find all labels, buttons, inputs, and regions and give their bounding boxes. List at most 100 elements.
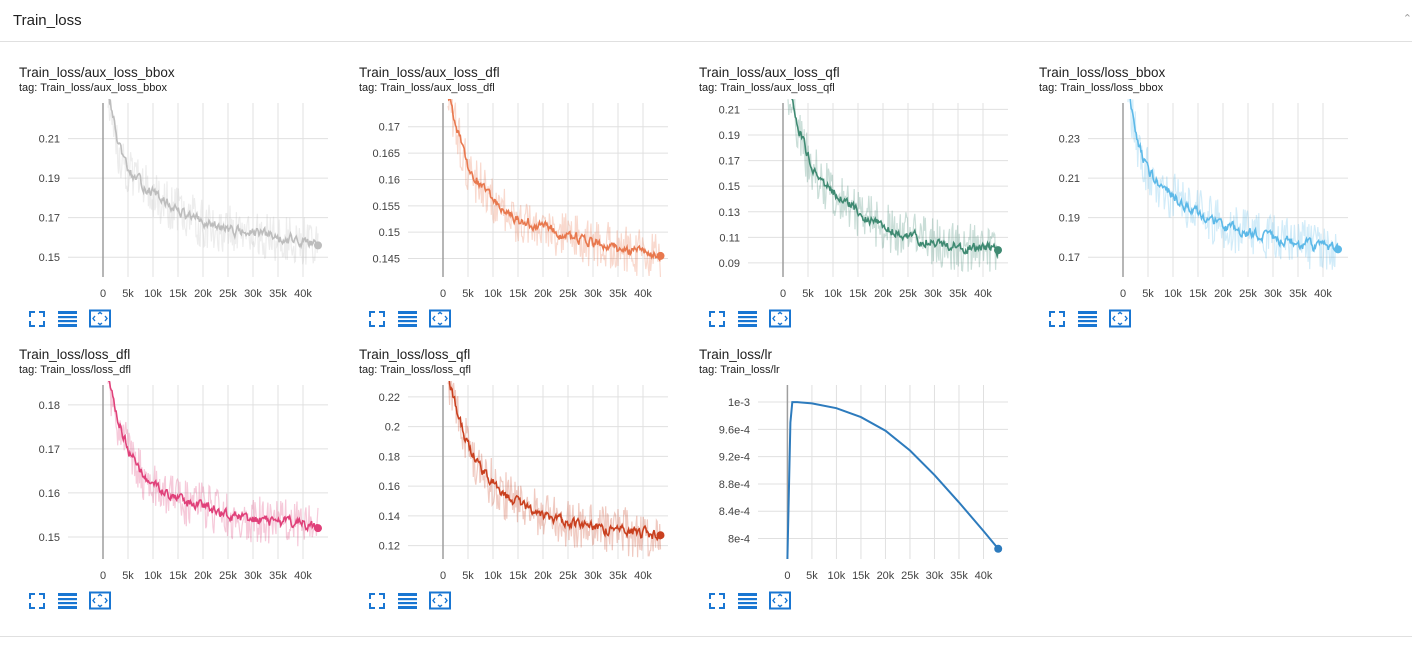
raw-series-line (1127, 99, 1339, 270)
line-plot[interactable]: 0 5k 10k 15k 20k 25k 30k 35k 40k 0.15 0.17 0.19 0.21 (0, 92, 340, 307)
x-tick-label: 25k (1239, 288, 1257, 300)
y-tick-label: 0.15 (719, 181, 740, 193)
fit-domain-icon[interactable] (1108, 308, 1132, 330)
x-tick-label: 15k (1189, 288, 1207, 300)
x-tick-label: 20k (534, 570, 552, 582)
y-tick-label: 0.12 (379, 541, 400, 553)
y-tick-label: 8.8e-4 (719, 479, 750, 491)
x-tick-label: 0 (1120, 288, 1126, 300)
line-plot[interactable]: 0 5k 10k 15k 20k 25k 30k 35k 40k 0.12 0.14 0.16 0.18… (340, 374, 680, 589)
x-tick-label: 30k (924, 288, 942, 300)
y-tick-label: 0.21 (39, 134, 60, 146)
fullscreen-icon[interactable] (26, 590, 50, 612)
x-tick-label: 0 (440, 288, 446, 300)
series-line (786, 401, 999, 559)
y-tick-label: 0.21 (719, 104, 740, 116)
y-tick-label: 1e-3 (728, 397, 750, 409)
y-tick-label: 0.145 (372, 254, 400, 266)
x-tick-label: 0 (100, 570, 106, 582)
fullscreen-icon[interactable] (366, 590, 390, 612)
fullscreen-icon[interactable] (1046, 308, 1070, 330)
y-tick-label: 0.17 (719, 156, 740, 168)
chart-title: Train_loss/aux_loss_qfl (699, 65, 840, 80)
chart-title: Train_loss/loss_qfl (359, 347, 471, 362)
line-plot[interactable]: 0 5k 10k 15k 20k 25k 30k 35k 40k 8e-4 8.4e-4 8.8e-4… (680, 374, 1020, 589)
x-tick-label: 5k (806, 570, 818, 582)
x-tick-label: 35k (950, 570, 968, 582)
last-point-marker (656, 251, 665, 260)
fit-domain-icon[interactable] (428, 308, 452, 330)
chart-tag: tag: Train_loss/lr (699, 364, 780, 376)
y-tick-label: 0.21 (1059, 173, 1080, 185)
x-tick-label: 5k (802, 288, 814, 300)
y-tick-label: 0.15 (39, 252, 60, 264)
y-tick-label: 0.155 (372, 201, 400, 213)
line-plot[interactable]: 0 5k 10k 15k 20k 25k 30k 35k 40k 0.15 0.16 0.17 0.18 (0, 374, 340, 589)
y-tick-label: 0.19 (1059, 213, 1080, 225)
fit-domain-icon[interactable] (428, 590, 452, 612)
line-plot[interactable]: 0 5k 10k 15k 20k 25k 30k 35k 40k 0.09 0.11 0.13 0.15… (680, 92, 1020, 307)
fit-domain-icon[interactable] (88, 308, 112, 330)
y-tick-label: 0.17 (379, 122, 400, 134)
chart-card-lr: Train_loss/lr tag: Train_loss/lr 0 5k 10k 15k… (680, 344, 1020, 614)
x-tick-label: 15k (509, 570, 527, 582)
last-point-marker (1334, 245, 1342, 254)
fit-domain-icon[interactable] (768, 590, 792, 612)
fullscreen-icon[interactable] (26, 308, 50, 330)
collapse-icon[interactable]: ⌃ (1402, 13, 1412, 25)
list-icon[interactable] (1076, 308, 1100, 330)
x-tick-label: 40k (975, 570, 993, 582)
y-tick-label: 0.16 (379, 481, 400, 493)
list-icon[interactable] (396, 590, 420, 612)
y-tick-label: 0.11 (719, 232, 740, 244)
list-icon[interactable] (736, 308, 760, 330)
line-plot[interactable]: 0 5k 10k 15k 20k 25k 30k 35k 40k 0.145 0.15 0.155 0.… (340, 92, 680, 307)
x-tick-label: 5k (122, 288, 134, 300)
chart-tag: tag: Train_loss/aux_loss_bbox (19, 82, 167, 94)
y-tick-label: 0.14 (379, 511, 400, 523)
x-tick-label: 30k (244, 570, 262, 582)
line-plot[interactable]: 0 5k 10k 15k 20k 25k 30k 35k 40k 0.17 0.19 0.21 0.23 (1020, 92, 1360, 307)
x-tick-label: 0 (780, 288, 786, 300)
x-tick-label: 35k (609, 570, 627, 582)
y-tick-label: 0.17 (1059, 252, 1080, 264)
section-divider (0, 636, 1412, 637)
chart-title: Train_loss/aux_loss_dfl (359, 65, 500, 80)
list-icon[interactable] (56, 308, 80, 330)
x-tick-label: 0 (100, 288, 106, 300)
fullscreen-icon[interactable] (366, 308, 390, 330)
section-header[interactable]: Train_loss ⌃ (0, 0, 1412, 42)
list-icon[interactable] (736, 590, 760, 612)
raw-series-line (107, 381, 319, 547)
y-tick-label: 0.13 (719, 207, 740, 219)
last-point-marker (314, 524, 322, 533)
y-tick-label: 0.09 (719, 258, 740, 270)
fullscreen-icon[interactable] (706, 308, 730, 330)
raw-series-line (787, 99, 999, 273)
x-tick-label: 40k (974, 288, 992, 300)
x-tick-label: 20k (194, 288, 212, 300)
list-icon[interactable] (56, 590, 80, 612)
chart-title: Train_loss/lr (699, 347, 773, 362)
x-tick-label: 40k (294, 570, 312, 582)
x-tick-label: 10k (828, 570, 846, 582)
x-tick-label: 10k (144, 288, 162, 300)
x-tick-label: 5k (462, 570, 474, 582)
chart-card-aux_loss_qfl: Train_loss/aux_loss_qfl tag: Train_loss/a… (680, 62, 1020, 332)
x-tick-label: 40k (634, 288, 652, 300)
list-icon[interactable] (396, 308, 420, 330)
x-tick-label: 10k (824, 288, 842, 300)
fit-domain-icon[interactable] (768, 308, 792, 330)
chart-tag: tag: Train_loss/aux_loss_qfl (699, 82, 835, 94)
x-tick-label: 30k (244, 288, 262, 300)
x-tick-label: 25k (899, 288, 917, 300)
fullscreen-icon[interactable] (706, 590, 730, 612)
last-point-marker (314, 241, 322, 250)
smoothed-series-line (448, 381, 662, 542)
x-tick-label: 5k (462, 288, 474, 300)
chart-title: Train_loss/loss_bbox (1039, 65, 1166, 80)
chart-card-loss_dfl: Train_loss/loss_dfl tag: Train_loss/loss_… (0, 344, 340, 614)
fit-domain-icon[interactable] (88, 590, 112, 612)
x-tick-label: 15k (169, 288, 187, 300)
y-tick-label: 0.165 (372, 148, 400, 160)
